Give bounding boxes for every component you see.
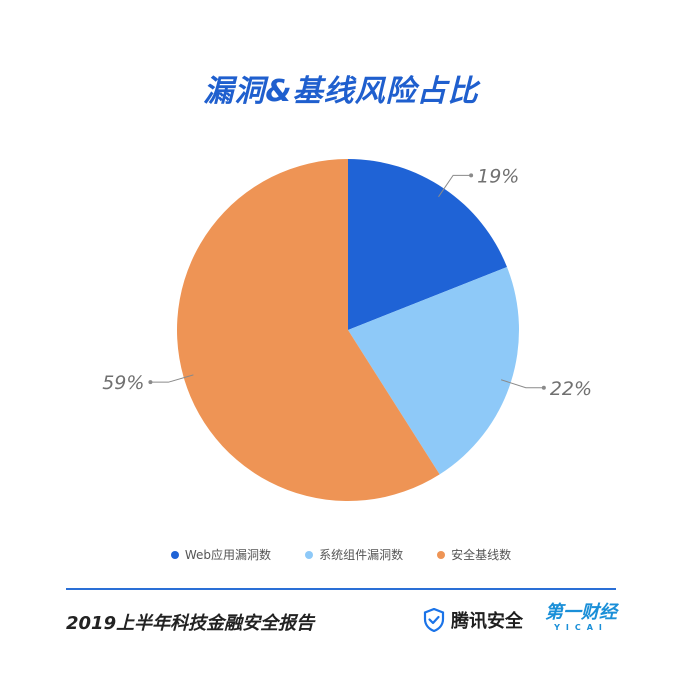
legend: Web应用漏洞数 系统组件漏洞数 安全基线数 xyxy=(0,546,682,563)
report-title: 2019上半年科技金融安全报告 xyxy=(66,613,315,634)
legend-marker-system xyxy=(305,550,314,559)
tencent-security-logo: 腾讯安全 xyxy=(423,607,523,633)
shield-icon xyxy=(423,608,445,632)
leader-dot-web xyxy=(469,173,474,178)
pie-slice-system xyxy=(348,267,519,475)
leader-dot-system xyxy=(541,385,546,390)
legend-item-system: 系统组件漏洞数 xyxy=(305,546,403,563)
legend-label-system: 系统组件漏洞数 xyxy=(319,548,404,562)
leader-dot-baseline xyxy=(148,380,153,385)
pie-slice-baseline xyxy=(176,159,440,502)
legend-item-web: Web应用漏洞数 xyxy=(170,546,272,563)
legend-marker-baseline xyxy=(437,550,446,559)
legend-item-baseline: 安全基线数 xyxy=(437,546,511,563)
data-label-baseline: 59% xyxy=(102,372,144,394)
legend-label-web: Web应用漏洞数 xyxy=(184,548,272,562)
yicai-logo-text: 第一财经 xyxy=(545,602,617,623)
chart-title: 漏洞&基线风险占比 xyxy=(203,74,479,109)
pie-slice-web xyxy=(348,159,507,330)
tencent-logo-text: 腾讯安全 xyxy=(451,611,523,632)
legend-marker-web xyxy=(170,550,179,559)
data-label-system: 22% xyxy=(550,378,592,400)
leader-line-web xyxy=(438,174,472,198)
leader-line-baseline xyxy=(150,374,194,383)
leader-line-system xyxy=(500,379,544,389)
data-label-web: 19% xyxy=(477,165,519,187)
yicai-logo: 第一财经 YICAI xyxy=(544,603,618,633)
legend-label-baseline: 安全基线数 xyxy=(451,548,512,562)
yicai-logo-subtext: YICAI xyxy=(554,623,608,632)
footer-divider xyxy=(66,588,616,590)
